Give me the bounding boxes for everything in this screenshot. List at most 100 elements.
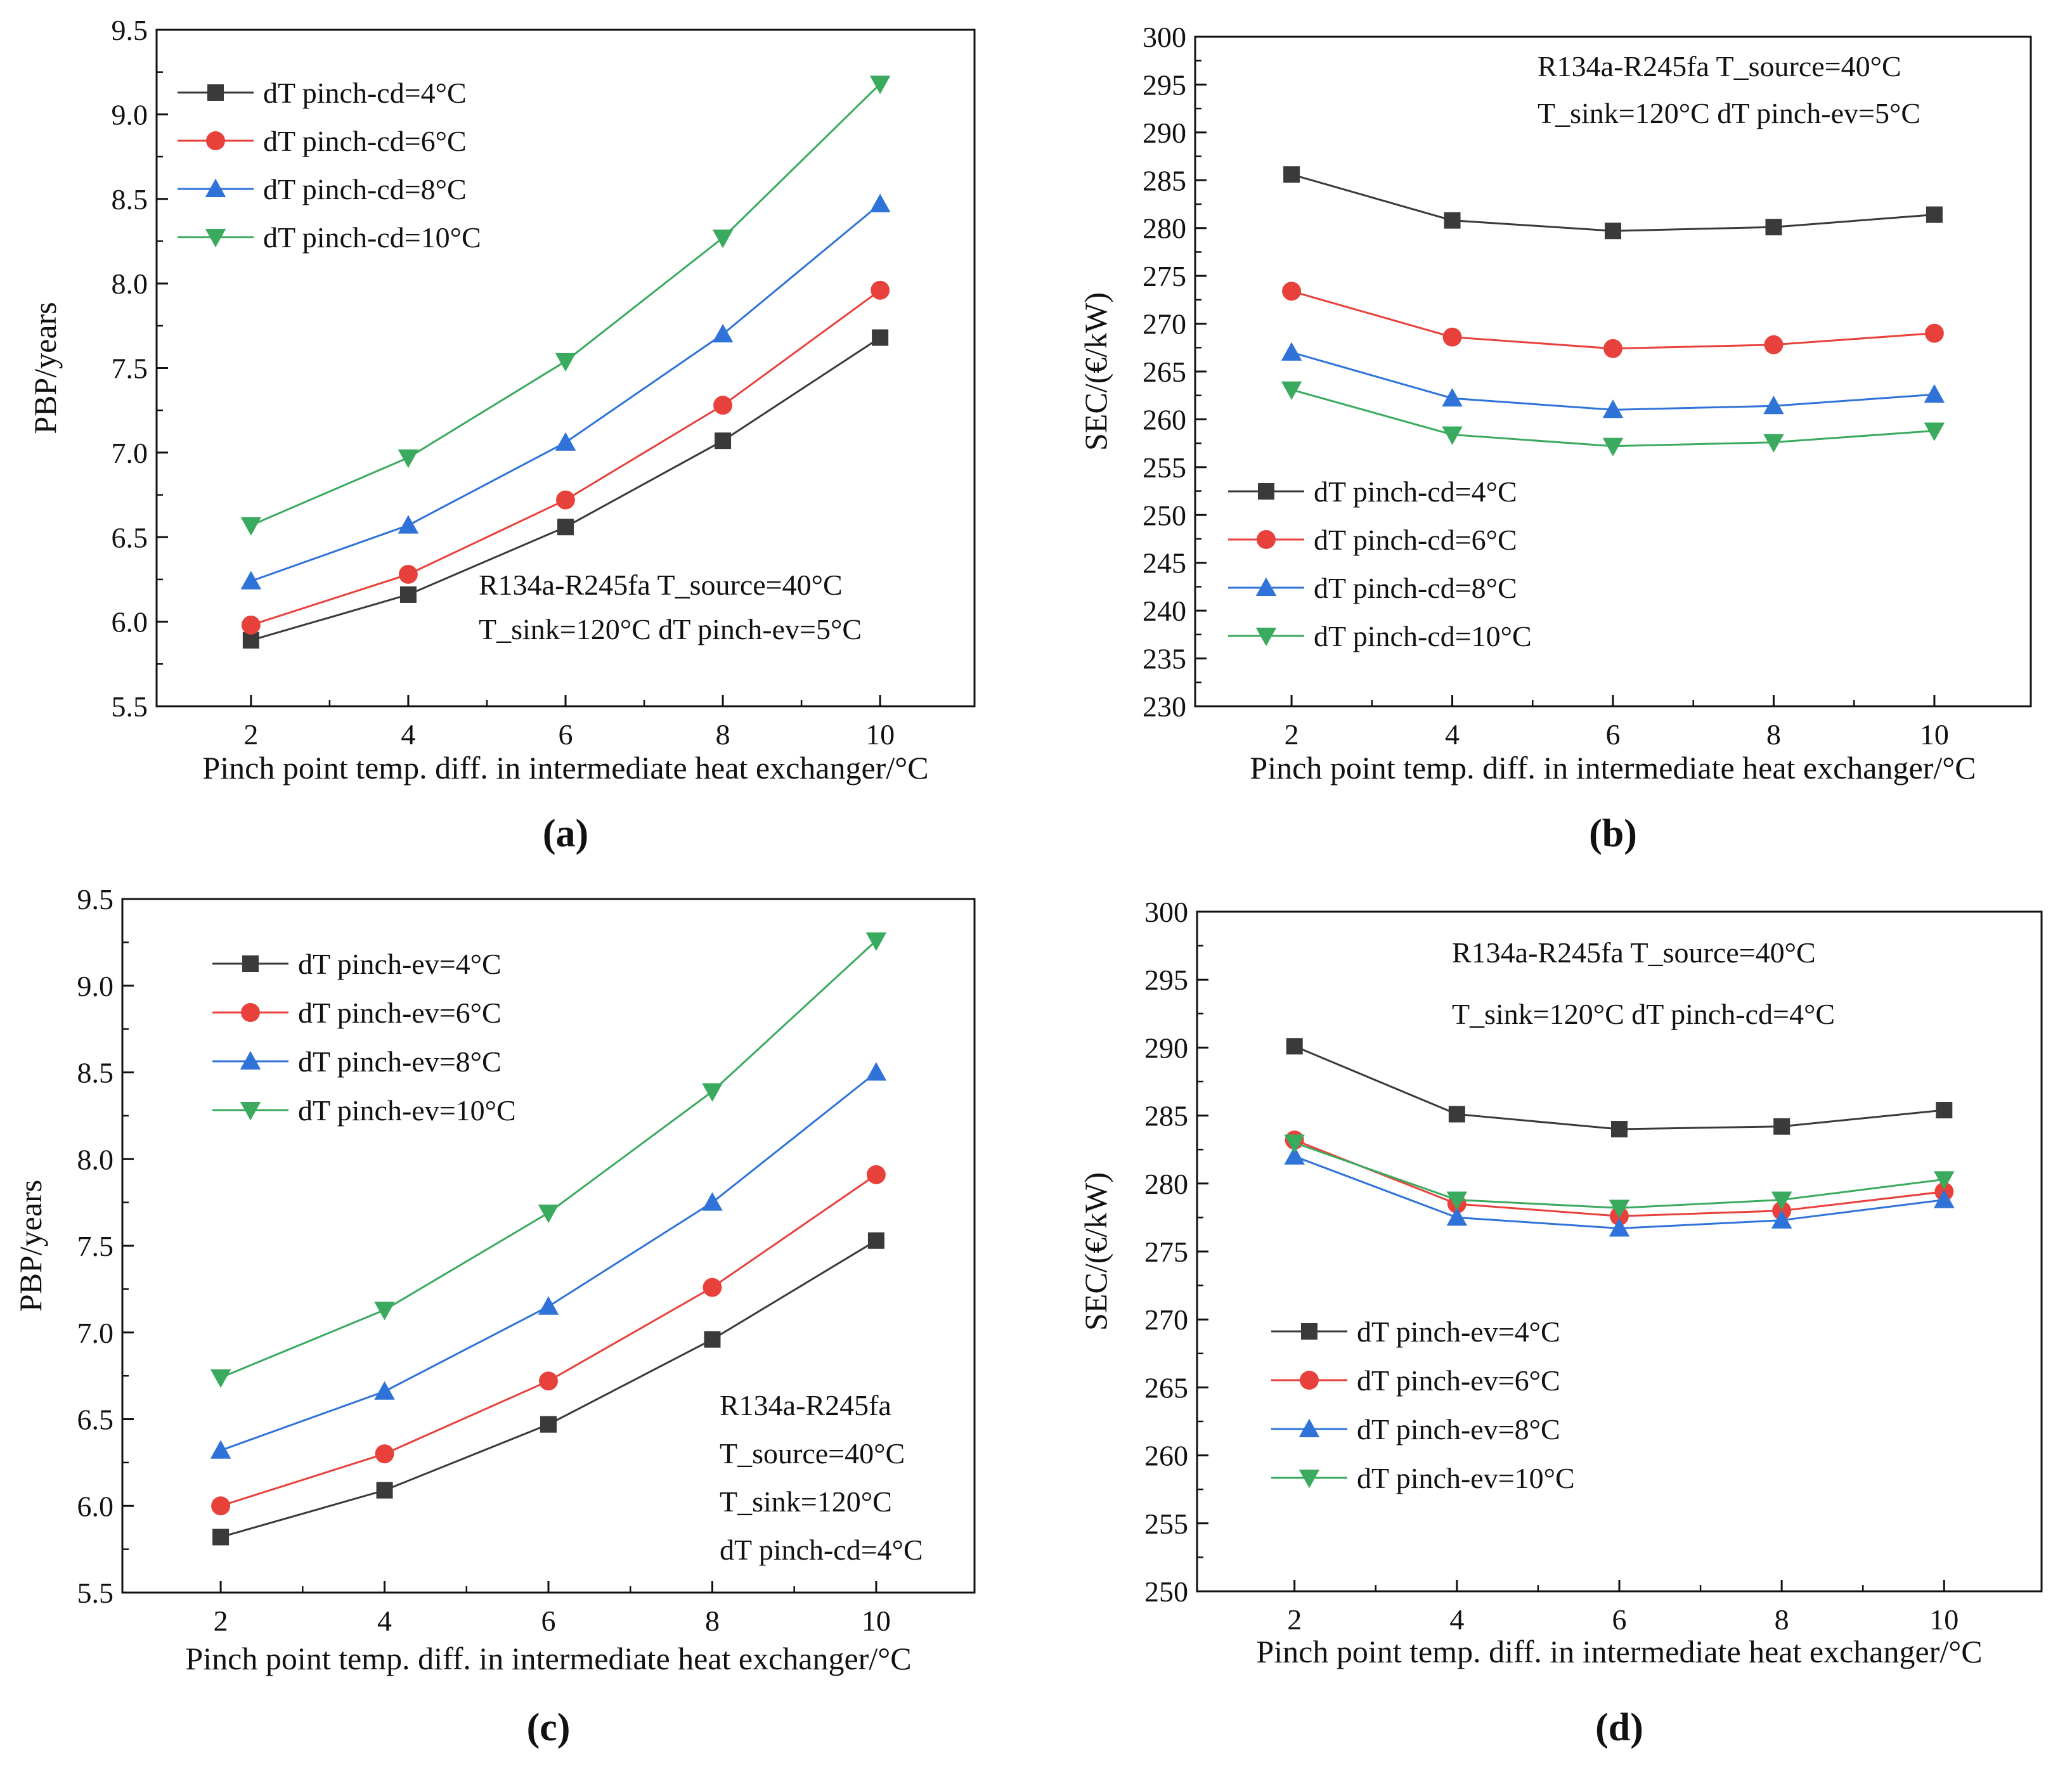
y-tick-label: 7.5 [112,352,148,385]
data-point [1284,1146,1305,1165]
data-point [555,352,576,372]
x-tick-label: 10 [1929,1603,1959,1636]
data-point [374,1381,395,1400]
data-point [1602,437,1624,456]
data-point [1283,166,1300,183]
y-tick-label: 255 [1144,1508,1188,1540]
x-tick-label: 8 [705,1605,720,1637]
data-point [869,75,891,94]
legend: dT pinch-ev=4°C dT pinch-ev=6°C dT pinch-e… [212,948,516,1127]
data-point [1605,223,1621,240]
y-tick-label: 8.0 [77,1143,114,1175]
legend-label: dT pinch-ev=10°C [1357,1462,1575,1494]
data-point [376,1482,393,1499]
y-tick-label: 270 [1144,1303,1188,1336]
legend-label: dT pinch-ev=6°C [1357,1364,1560,1397]
data-point [1446,1207,1468,1226]
data-point [242,631,259,649]
series-line [1294,1045,1945,1130]
legend-marker [1255,628,1277,647]
panel-label: (a) [543,812,588,855]
y-tick-label: 5.5 [112,690,148,723]
data-point [1773,1118,1790,1135]
data-point [399,586,417,603]
y-tick-label: 280 [1144,1168,1188,1200]
data-point [398,564,418,584]
y-tick-label: 300 [1144,896,1188,928]
data-point [713,396,733,415]
y-axis-title: PBP/years [27,302,63,434]
legend-label: dT pinch-cd=6°C [263,125,467,157]
data-point [712,230,734,249]
data-point [1924,422,1945,441]
data-point [540,1416,557,1433]
data-point [1442,387,1463,407]
panel-label: (d) [1595,1706,1643,1749]
y-tick-label: 275 [1143,260,1186,292]
data-point [1281,342,1302,361]
y-tick-label: 265 [1143,356,1186,388]
data-point [211,1496,231,1516]
legend-label: dT pinch-ev=8°C [298,1045,502,1078]
x-tick-label: 8 [1775,1603,1789,1636]
legend-label: dT pinch-cd=10°C [1314,620,1532,652]
data-point [704,1331,721,1348]
y-tick-label: 275 [1144,1236,1188,1268]
y-tick-label: 7.0 [77,1317,114,1349]
series-line [1294,1142,1945,1209]
data-point [1281,381,1302,400]
x-tick-label: 6 [1612,1603,1627,1636]
y-tick-label: 7.0 [112,437,148,469]
data-point [1763,396,1784,415]
data-point [1602,399,1624,418]
y-tick-label: 285 [1144,1100,1188,1132]
data-point [398,515,419,534]
data-point [539,1371,558,1391]
data-point [556,490,575,510]
data-point [1442,327,1462,347]
data-point [538,1205,559,1224]
y-tick-label: 9.5 [112,14,148,46]
y-tick-label: 6.0 [112,606,148,638]
data-point [1934,1189,1955,1208]
data-point [872,329,889,346]
legend-marker [241,1003,260,1022]
data-point [869,193,891,212]
y-tick-label: 290 [1143,117,1186,149]
legend-marker [1257,530,1276,549]
y-tick-label: 285 [1143,164,1186,197]
x-tick-label: 6 [541,1605,556,1637]
data-point [1765,219,1782,236]
data-point [1611,1121,1628,1138]
y-tick-label: 295 [1143,68,1186,101]
x-tick-label: 10 [862,1605,891,1637]
data-point [1446,1191,1468,1210]
x-tick-label: 8 [1766,718,1781,751]
annotation-text: R134a-R245fa T_source=40°C [479,569,843,601]
plot-frame [1194,36,2032,708]
y-tick-label: 295 [1144,964,1188,996]
legend-marker [1258,483,1274,500]
data-point [1771,1191,1792,1210]
data-point [712,323,734,343]
data-point [240,571,262,590]
data-point [865,932,887,951]
data-point [538,1296,559,1315]
y-tick-label: 8.5 [77,1057,114,1089]
x-tick-label: 8 [716,718,730,751]
x-tick-label: 2 [1287,1603,1302,1636]
y-tick-label: 6.0 [77,1490,114,1522]
legend-marker [1255,577,1277,596]
legend-label: dT pinch-ev=10°C [298,1094,516,1127]
y-tick-label: 265 [1144,1371,1188,1404]
data-point [1442,426,1463,445]
x-tick-label: 2 [1285,718,1299,751]
data-point [865,1062,887,1081]
annotation-text: T_sink=120°C [720,1485,892,1518]
x-axis-title: Pinch point temp. diff. in intermediate … [1256,1634,1982,1669]
x-tick-label: 10 [1920,718,1949,751]
x-tick-label: 4 [1445,718,1460,751]
legend-label: dT pinch-ev=6°C [298,997,502,1029]
x-tick-label: 2 [243,718,258,751]
legend: dT pinch-cd=4°C dT pinch-cd=6°C dT pinch-c… [1228,475,1532,652]
